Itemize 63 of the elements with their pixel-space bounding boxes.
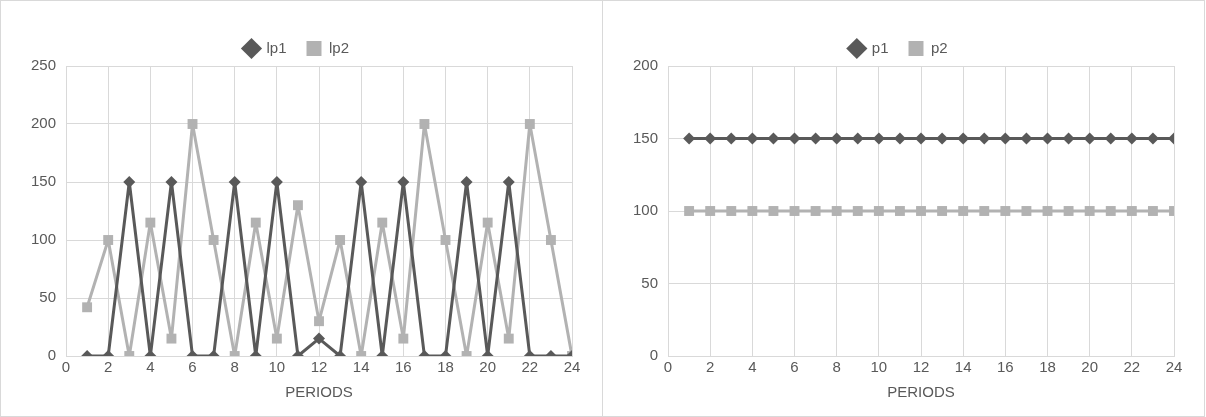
y-tick-label: 0 — [649, 346, 659, 364]
x-tick-label: 20 — [479, 358, 497, 376]
legend-label: p1 — [871, 38, 889, 56]
y-tick-label: 100 — [31, 230, 57, 248]
legend-label: p2 — [931, 38, 948, 56]
point — [335, 235, 346, 245]
y-tick-label: 150 — [31, 172, 57, 190]
x-tick-label: 10 — [268, 358, 286, 376]
x-tick-label: 14 — [352, 358, 370, 376]
y-tick-label: 200 — [31, 114, 57, 132]
x-tick-label: 22 — [1123, 358, 1141, 376]
x-tick-label: 2 — [104, 358, 113, 376]
x-tick-label: 4 — [146, 358, 155, 376]
y-tick-label: 200 — [633, 56, 659, 74]
x-tick-label: 4 — [748, 358, 757, 376]
x-tick-label: 24 — [563, 358, 581, 376]
point — [103, 235, 114, 245]
point — [460, 176, 473, 188]
point — [482, 217, 493, 228]
x-axis-title: PERIODS — [887, 383, 955, 401]
point — [397, 176, 410, 188]
x-tick-label: 14 — [954, 358, 972, 376]
x-tick-label: 0 — [61, 358, 71, 376]
point — [165, 176, 178, 188]
x-tick-label: 8 — [230, 358, 239, 376]
point — [208, 235, 219, 245]
point — [545, 235, 556, 245]
x-tick-label: 24 — [1165, 358, 1183, 376]
legend-label: lp2 — [329, 38, 350, 56]
legend-label: lp1 — [266, 38, 287, 56]
x-tick-label: 18 — [1039, 358, 1056, 376]
point — [145, 217, 156, 228]
x-tick-label: 12 — [912, 358, 930, 376]
x-tick-label: 6 — [188, 358, 197, 376]
y-tick-label: 150 — [633, 128, 659, 146]
y-tick-label: 0 — [47, 346, 57, 364]
x-tick-label: 18 — [437, 358, 454, 376]
x-tick-label: 6 — [790, 358, 799, 376]
x-tick-label: 2 — [706, 358, 715, 376]
point — [419, 119, 430, 129]
point — [524, 119, 535, 129]
x-tick-label: 16 — [997, 358, 1014, 376]
y-tick-label: 250 — [31, 56, 57, 74]
y-tick-label: 100 — [633, 201, 659, 219]
x-tick-label: 8 — [832, 358, 841, 376]
point — [292, 200, 303, 211]
x-tick-label: 12 — [310, 358, 328, 376]
x-tick-label: 10 — [870, 358, 888, 376]
y-tick-label: 50 — [641, 273, 659, 291]
point — [250, 217, 261, 228]
point — [123, 176, 136, 188]
x-tick-label: 20 — [1081, 358, 1099, 376]
y-tick-label: 50 — [39, 288, 57, 306]
x-tick-label: 0 — [663, 358, 673, 376]
point — [440, 235, 451, 245]
point — [502, 176, 515, 188]
point — [228, 176, 241, 188]
point — [377, 217, 388, 228]
point — [355, 176, 368, 188]
x-tick-label: 22 — [521, 358, 539, 376]
x-axis-title: PERIODS — [285, 383, 353, 401]
point — [187, 119, 198, 129]
x-tick-label: 16 — [395, 358, 412, 376]
